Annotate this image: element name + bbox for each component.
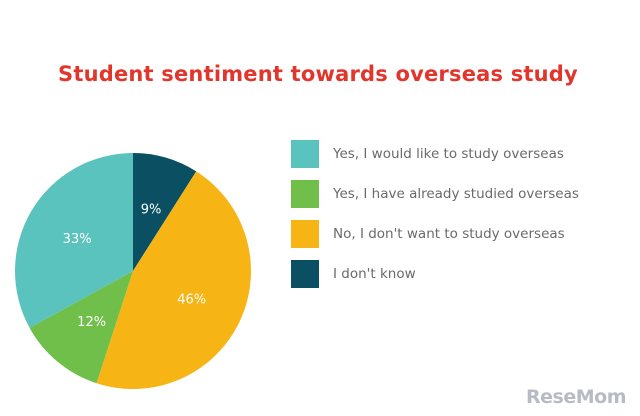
pie-slice-dont-know [133,153,197,271]
legend-label-already-studied: Yes, I have already studied overseas [333,186,579,202]
legend-swatch-dont-know [291,260,319,288]
pie-label-dont-know: 9% [141,203,162,218]
pie-label-already-studied: 12% [77,315,106,330]
legend-item-dont-know: I don't know [291,260,579,288]
pie-slice-like-to-study [15,153,134,328]
legend: Yes, I would like to study overseas Yes,… [291,140,579,300]
legend-label-like-to-study: Yes, I would like to study overseas [333,146,564,162]
legend-item-already-studied: Yes, I have already studied overseas [291,180,579,208]
chart-title: Student sentiment towards overseas study [58,62,578,86]
legend-item-dont-want: No, I don't want to study overseas [291,220,579,248]
pie-label-like-to-study: 33% [63,232,92,247]
resemom-logo: ReseMom [526,386,626,408]
pie-label-dont-want: 46% [177,293,206,308]
legend-swatch-already-studied [291,180,319,208]
pie-slice-dont-want [96,171,251,389]
legend-label-dont-want: No, I don't want to study overseas [333,226,565,242]
pie-slice-already-studied [29,271,134,384]
legend-swatch-dont-want [291,220,319,248]
legend-item-like-to-study: Yes, I would like to study overseas [291,140,579,168]
legend-swatch-like-to-study [291,140,319,168]
legend-label-dont-know: I don't know [333,266,416,282]
